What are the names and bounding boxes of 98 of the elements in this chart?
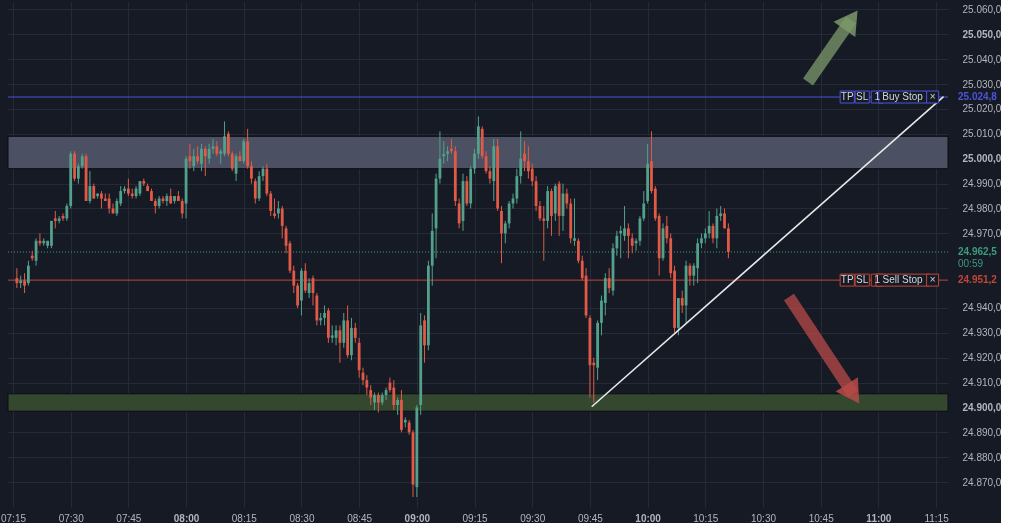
candlestick xyxy=(180,198,184,219)
y-tick-label: 24.940,0 xyxy=(962,302,1002,314)
candlestick xyxy=(307,277,311,299)
y-tick-label: 25.040,0 xyxy=(962,53,1002,65)
y-tick-label: 25.050,0 xyxy=(962,28,1002,40)
y-tick-label: 24.910,0 xyxy=(962,377,1002,389)
candlestick xyxy=(665,215,669,244)
candlestick xyxy=(192,148,196,172)
annotation: Sell Stop xyxy=(882,274,924,286)
x-tick-label: 08:30 xyxy=(289,512,315,524)
candlestick xyxy=(76,163,80,185)
x-tick-label: 07:30 xyxy=(58,512,85,524)
y-tick-label: 25.020,0 xyxy=(962,103,1002,115)
x-tick-label: 10:30 xyxy=(750,512,777,524)
candlestick xyxy=(607,267,611,294)
candlestick xyxy=(250,160,253,185)
candlestick xyxy=(707,210,711,239)
ref-line-label: 24.962,5 xyxy=(958,246,998,258)
candlestick xyxy=(107,193,111,214)
candlestick xyxy=(630,232,634,254)
x-tick-label: 07:45 xyxy=(116,512,142,524)
x-tick-label: 07:15 xyxy=(0,512,27,524)
annotation: SL xyxy=(856,274,869,286)
candlestick xyxy=(565,188,569,209)
y-tick-label: 25.010,0 xyxy=(962,128,1002,140)
candlestick xyxy=(726,222,730,259)
candlestick xyxy=(230,150,234,172)
annotation: × xyxy=(929,274,936,286)
candlestick xyxy=(503,220,507,244)
candlestick xyxy=(715,207,719,249)
x-tick-label: 09:15 xyxy=(462,512,488,524)
x-tick-label: 10:15 xyxy=(693,512,719,524)
candlestick xyxy=(542,205,546,262)
candlestick xyxy=(623,205,626,242)
x-tick-label: 09:00 xyxy=(404,512,431,524)
y-tick-label: 24.870,0 xyxy=(962,476,1002,488)
candlestick xyxy=(23,272,26,294)
annotation: 1 xyxy=(874,91,881,103)
candlestick xyxy=(200,143,203,172)
candlestick xyxy=(526,145,530,180)
candlestick xyxy=(269,190,273,217)
candlestick xyxy=(523,140,526,172)
annotation: TP xyxy=(840,274,854,286)
candlestick xyxy=(165,193,169,207)
annotation: TP xyxy=(840,91,854,103)
candlestick xyxy=(680,290,684,314)
candlestick xyxy=(223,120,226,157)
candlestick xyxy=(296,282,300,309)
x-tick-label: 10:45 xyxy=(808,512,835,524)
candlestick xyxy=(392,379,396,411)
candlestick xyxy=(253,178,257,204)
candlestick xyxy=(323,305,326,326)
candlestick xyxy=(576,237,580,264)
x-tick-label: 09:30 xyxy=(520,512,546,524)
candlestick xyxy=(626,222,630,259)
candlestick xyxy=(207,143,211,165)
candlestick xyxy=(303,262,307,294)
y-tick-label: 25.060,0 xyxy=(962,3,1002,15)
candlestick xyxy=(26,260,30,287)
candlestick xyxy=(515,168,519,204)
text: 00:59 xyxy=(958,258,984,270)
ref-line-label: 25.024,8 xyxy=(958,91,998,103)
x-tick-label: 09:45 xyxy=(577,512,604,524)
candlestick xyxy=(369,384,373,406)
candlestick xyxy=(273,198,276,219)
y-tick-label: 24.970,0 xyxy=(962,227,1002,239)
annotation: SL xyxy=(856,91,869,103)
x-tick-label: 11:15 xyxy=(924,512,950,524)
candlestick xyxy=(15,267,19,289)
ref-line-label: 24.951,2 xyxy=(958,274,998,286)
y-tick-label: 24.930,0 xyxy=(962,327,1002,339)
candlestick xyxy=(342,312,346,349)
y-tick-label: 24.880,0 xyxy=(962,451,1002,463)
candlestick xyxy=(465,175,469,207)
candlestick xyxy=(257,170,261,202)
candlestick xyxy=(573,198,576,247)
x-tick-label: 08:00 xyxy=(173,512,200,524)
y-tick-label: 24.890,0 xyxy=(962,426,1002,438)
y-tick-label: 25.000,0 xyxy=(962,153,1002,165)
y-tick-label: 24.980,0 xyxy=(962,202,1002,214)
x-tick-label: 08:45 xyxy=(347,512,373,524)
candlestick xyxy=(280,205,284,239)
y-tick-label: 24.990,0 xyxy=(962,178,1002,190)
y-tick-label: 25.030,0 xyxy=(962,78,1002,90)
annotation: Buy Stop xyxy=(882,91,924,103)
x-tick-label: 08:15 xyxy=(231,512,258,524)
x-tick-label: 10:00 xyxy=(635,512,662,524)
x-tick-label: 11:00 xyxy=(866,512,892,524)
candlestick xyxy=(226,130,230,157)
y-tick-label: 24.900,0 xyxy=(962,401,1002,413)
y-tick-label: 24.920,0 xyxy=(962,352,1002,364)
candlestick xyxy=(203,145,207,177)
candlestick xyxy=(353,322,357,344)
candlestick xyxy=(500,205,503,264)
candlestick xyxy=(519,130,523,185)
candlestick xyxy=(242,138,246,165)
candlestick xyxy=(473,148,476,175)
annotation: × xyxy=(929,91,936,103)
